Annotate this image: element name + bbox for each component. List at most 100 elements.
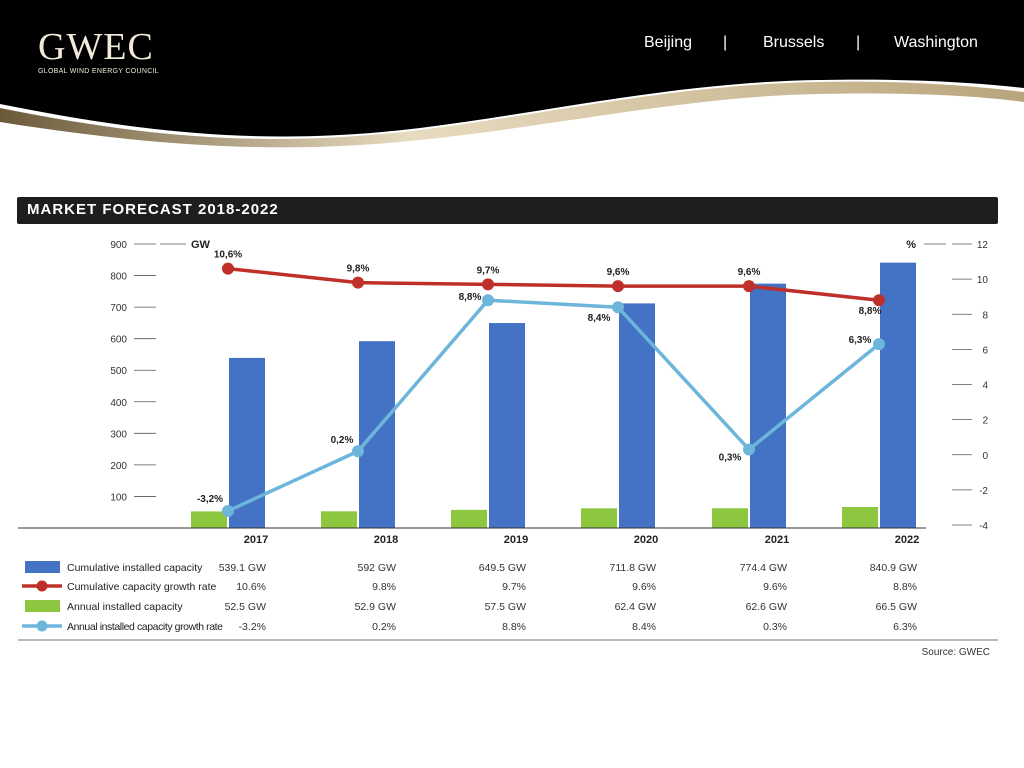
city-beijing-link[interactable]: Beijing bbox=[644, 34, 693, 51]
cumulative-capacity-bar bbox=[619, 303, 655, 528]
cumulative-capacity-bar bbox=[880, 262, 916, 528]
table-cell: 6.3% bbox=[893, 621, 917, 633]
table-cell: 9.6% bbox=[632, 581, 656, 593]
left-axis-tick-label: 200 bbox=[110, 461, 127, 472]
legend-annual-growth-swatch-point bbox=[36, 620, 48, 632]
table-cell: -3.2% bbox=[239, 621, 266, 633]
table-cell: 0.2% bbox=[372, 621, 396, 633]
category-label: 2019 bbox=[504, 534, 528, 546]
table-cell: 8.4% bbox=[632, 621, 656, 633]
table-cell: 52.5 GW bbox=[225, 601, 267, 613]
right-axis-tick-label: -2 bbox=[979, 486, 988, 497]
cumulative-growth-label: 9,8% bbox=[347, 264, 370, 275]
table-cell: 62.4 GW bbox=[615, 601, 657, 613]
logo-subtitle: GLOBAL WIND ENERGY COUNCIL bbox=[38, 68, 159, 75]
annual-growth-label: -3,2% bbox=[197, 494, 223, 505]
legend-cumulative-growth-label: Cumulative capacity growth rate bbox=[67, 581, 217, 593]
left-axis-unit: GW bbox=[191, 239, 211, 251]
table-cell: 8.8% bbox=[893, 581, 917, 593]
annual-growth-point bbox=[482, 294, 494, 307]
cumulative-growth-label: 9,6% bbox=[607, 267, 630, 278]
legend-annual-capacity-label: Annual installed capacity bbox=[67, 601, 183, 613]
legend-cumulative-capacity-swatch bbox=[25, 561, 60, 573]
city-separator: | bbox=[856, 34, 861, 51]
cumulative-capacity-bar bbox=[489, 323, 525, 528]
right-axis-unit: % bbox=[906, 239, 916, 251]
annual-capacity-bar bbox=[451, 509, 487, 528]
city-brussels-link[interactable]: Brussels bbox=[763, 34, 825, 51]
left-axis-tick-label: 500 bbox=[110, 366, 127, 377]
right-axis-tick-label: 6 bbox=[982, 345, 988, 356]
cumulative-growth-label: 10,6% bbox=[214, 250, 242, 261]
left-axis-tick-label: 300 bbox=[110, 429, 127, 440]
table-cell: 539.1 GW bbox=[219, 562, 266, 574]
left-axis-tick-label: 800 bbox=[110, 272, 127, 283]
gold-wave bbox=[0, 81, 1024, 148]
annual-growth-label: 6,3% bbox=[849, 335, 872, 346]
category-label: 2020 bbox=[634, 534, 658, 546]
legend-annual-growth-label: Annual installed capacity growth rate bbox=[67, 621, 223, 633]
right-axis-tick-label: 8 bbox=[982, 310, 988, 321]
left-axis-tick-label: 900 bbox=[110, 240, 127, 251]
legend-annual-capacity-swatch bbox=[25, 600, 60, 612]
header-wave-background bbox=[0, 0, 1024, 148]
gwec-logo: GWEC GLOBAL WIND ENERGY COUNCIL bbox=[38, 28, 159, 75]
black-wave bbox=[0, 0, 1024, 137]
right-axis-tick-label: 2 bbox=[982, 416, 988, 427]
cumulative-growth-point bbox=[743, 280, 755, 293]
right-axis-tick-label: 0 bbox=[982, 451, 988, 462]
annual-capacity-bar bbox=[581, 508, 617, 528]
annual-growth-line bbox=[227, 298, 881, 513]
annual-growth-label: 0,3% bbox=[719, 452, 742, 463]
cumulative-growth-point bbox=[222, 262, 234, 275]
annual-capacity-bar bbox=[321, 511, 357, 528]
table-cell: 0.3% bbox=[763, 621, 787, 633]
table-cell: 66.5 GW bbox=[876, 601, 918, 613]
table-cell: 57.5 GW bbox=[485, 601, 527, 613]
annual-growth-label: 8,4% bbox=[588, 313, 611, 324]
annual-growth-point bbox=[743, 443, 755, 456]
left-axis-tick-label: 600 bbox=[110, 335, 127, 346]
logo-text: GWEC bbox=[38, 26, 154, 68]
cumulative-growth-line bbox=[227, 266, 880, 302]
legend-cumulative-capacity-label: Cumulative installed capacity bbox=[67, 562, 203, 574]
table-cell: 9.8% bbox=[372, 581, 396, 593]
annual-capacity-bar bbox=[842, 507, 878, 528]
annual-capacity-bar bbox=[712, 508, 748, 528]
category-label: 2021 bbox=[765, 534, 789, 546]
source-note: Source: GWEC bbox=[921, 647, 990, 658]
right-axis-tick-label: -4 bbox=[979, 521, 988, 532]
cumulative-capacity-bar bbox=[750, 283, 786, 528]
cumulative-capacity-bar bbox=[229, 357, 265, 528]
annual-growth-label: 0,2% bbox=[331, 435, 354, 446]
right-axis-tick-label: 12 bbox=[977, 240, 989, 251]
table-cell: 711.8 GW bbox=[610, 562, 657, 574]
annual-growth-label: 8,8% bbox=[459, 292, 482, 303]
table-cell: 649.5 GW bbox=[479, 562, 526, 574]
annual-growth-point bbox=[873, 338, 885, 351]
table-cell: 8.8% bbox=[502, 621, 526, 633]
cumulative-growth-label: 9,7% bbox=[477, 265, 500, 276]
category-label: 2022 bbox=[895, 534, 919, 546]
cumulative-growth-point bbox=[352, 276, 364, 289]
annual-growth-point bbox=[352, 445, 364, 458]
category-label: 2018 bbox=[374, 534, 398, 546]
annual-growth-point bbox=[222, 504, 234, 517]
table-cell: 774.4 GW bbox=[740, 562, 787, 574]
right-axis-tick-label: 10 bbox=[977, 275, 989, 286]
cumulative-capacity-bar bbox=[359, 341, 395, 528]
annual-growth-point bbox=[612, 301, 624, 314]
right-axis-tick-label: 4 bbox=[982, 381, 988, 392]
header-banner: GWEC GLOBAL WIND ENERGY COUNCIL Beijing … bbox=[0, 0, 1024, 150]
city-washington-link[interactable]: Washington bbox=[894, 34, 978, 51]
city-separator: | bbox=[723, 34, 728, 51]
cumulative-growth-point bbox=[482, 278, 494, 291]
section-title-bar: MARKET FORECAST 2018-2022 bbox=[17, 197, 998, 224]
section-title: MARKET FORECAST 2018-2022 bbox=[27, 201, 279, 218]
table-cell: 9.6% bbox=[763, 581, 787, 593]
table-cell: 52.9 GW bbox=[355, 601, 397, 613]
table-cell: 592 GW bbox=[357, 562, 396, 574]
table-cell: 10.6% bbox=[236, 581, 266, 593]
table-cell: 62.6 GW bbox=[746, 601, 788, 613]
cumulative-growth-label: 8,8% bbox=[859, 306, 882, 317]
